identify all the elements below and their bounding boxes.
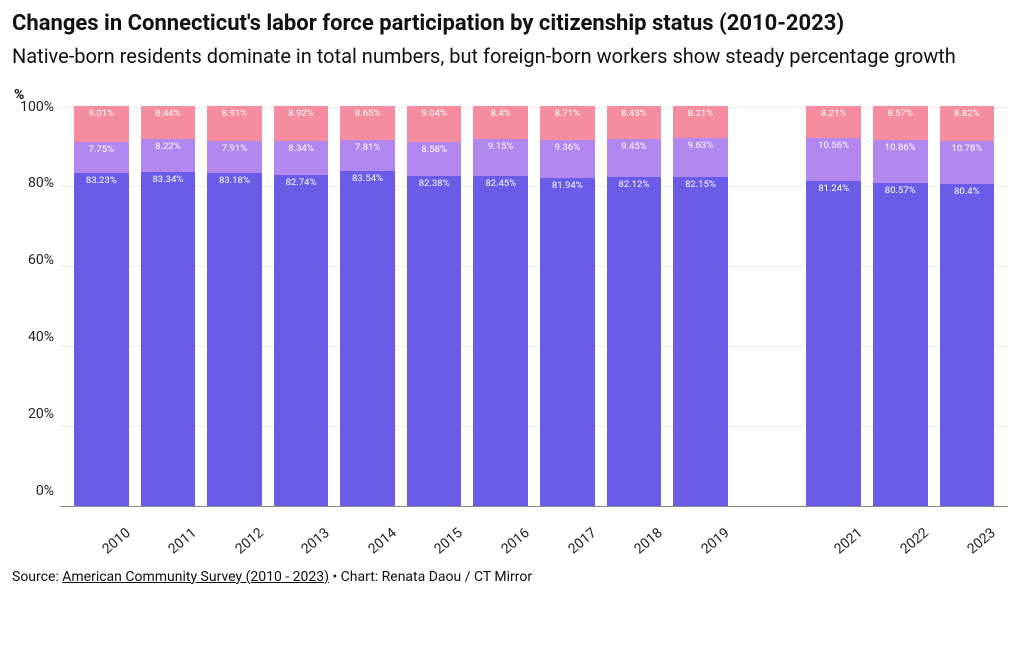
bar-segment-noncitizen: 8.57% <box>873 106 928 140</box>
plot-area: 83.23%7.75%9.01%83.34%8.22%8.44%83.18%7.… <box>60 107 1008 507</box>
bar-segment-native: 80.57% <box>873 183 928 505</box>
bar-segment-naturalized: 9.15% <box>473 139 528 176</box>
chart-byline: • Chart: Renata Daou / CT Mirror <box>329 569 532 585</box>
x-tick: 2010 <box>68 517 135 557</box>
bar-slot: 81.24%10.56%8.21% <box>800 107 867 506</box>
bar-segment-naturalized: 10.78% <box>940 141 995 184</box>
x-tick: 2019 <box>667 517 734 557</box>
bar-segment-noncitizen: 8.82% <box>940 106 995 141</box>
bar-segment-noncitizen: 8.21% <box>673 106 728 139</box>
y-axis-unit: % <box>14 87 1008 103</box>
x-tick: 2021 <box>800 517 867 557</box>
bar-slot: 83.54%7.81%8.65% <box>334 107 401 506</box>
x-tick: 2017 <box>534 517 601 557</box>
bar-slot: 82.38%8.58%9.04% <box>401 107 468 506</box>
bar-segment-naturalized: 8.58% <box>407 142 462 176</box>
source-label: Source: <box>12 569 62 585</box>
stacked-bar: 83.23%7.75%9.01% <box>74 106 129 506</box>
bar-segment-naturalized: 9.36% <box>540 140 595 177</box>
chart-title: Changes in Connecticut's labor force par… <box>12 10 1008 39</box>
bar-segment-noncitizen: 8.91% <box>207 106 262 142</box>
stacked-bar: 83.18%7.91%8.91% <box>207 106 262 506</box>
bar-segment-naturalized: 7.75% <box>74 142 129 173</box>
stacked-bar: 80.4%10.78%8.82% <box>940 106 995 506</box>
bar-segment-native: 80.4% <box>940 184 995 506</box>
bar-segment-noncitizen: 8.92% <box>274 106 329 142</box>
bar-segment-naturalized: 8.34% <box>274 141 329 174</box>
y-axis: 100%80%60%40%20%0% <box>12 107 60 507</box>
chart-area: 100%80%60%40%20%0% 83.23%7.75%9.01%83.34… <box>12 107 1008 517</box>
chart-credit: Source: American Community Survey (2010 … <box>12 569 1008 585</box>
bar-slot: 82.45%9.15%8.4% <box>467 107 534 506</box>
bar-slot: 82.74%8.34%8.92% <box>268 107 335 506</box>
y-tick: 100% <box>20 99 54 115</box>
y-tick: 40% <box>28 329 54 345</box>
stacked-bar: 83.34%8.22%8.44% <box>141 106 196 506</box>
x-tick: 2022 <box>867 517 934 557</box>
source-link[interactable]: American Community Survey (2010 - 2023) <box>62 569 329 585</box>
bars-container: 83.23%7.75%9.01%83.34%8.22%8.44%83.18%7.… <box>60 107 1008 506</box>
bar-segment-native: 81.24% <box>806 181 861 506</box>
bar-segment-noncitizen: 9.04% <box>407 106 462 142</box>
bar-slot: 80.57%10.86%8.57% <box>867 107 934 506</box>
bar-segment-naturalized: 8.22% <box>141 139 196 172</box>
bar-segment-noncitizen: 8.4% <box>473 106 528 140</box>
x-tick: 2023 <box>934 517 1001 557</box>
x-tick: 2015 <box>401 517 468 557</box>
stacked-bar: 82.38%8.58%9.04% <box>407 106 462 506</box>
bar-segment-native: 83.23% <box>74 173 129 506</box>
bar-slot: 82.15%9.63%8.21% <box>667 107 734 506</box>
x-tick: 2013 <box>268 517 335 557</box>
y-tick: 0% <box>36 483 54 499</box>
bar-slot: 81.94%9.36%8.71% <box>534 107 601 506</box>
bar-segment-native: 81.94% <box>540 178 595 506</box>
bar-segment-native: 83.54% <box>340 171 395 505</box>
bar-slot: 83.23%7.75%9.01% <box>68 107 135 506</box>
bar-slot: 80.4%10.78%8.82% <box>934 107 1001 506</box>
bar-segment-noncitizen: 8.71% <box>540 106 595 141</box>
stacked-bar: 82.45%9.15%8.4% <box>473 106 528 506</box>
stacked-bar: 82.12%9.45%8.43% <box>607 106 662 506</box>
x-tick <box>734 517 801 557</box>
bar-segment-native: 83.18% <box>207 173 262 506</box>
stacked-bar: 80.57%10.86%8.57% <box>873 106 928 506</box>
bar-segment-naturalized: 9.63% <box>673 138 728 177</box>
bar-segment-noncitizen: 8.21% <box>806 106 861 139</box>
y-tick: 80% <box>28 175 54 191</box>
x-axis: 2010201120122013201420152016201720182019… <box>60 517 1008 557</box>
x-tick: 2012 <box>201 517 268 557</box>
bar-slot: 82.12%9.45%8.43% <box>601 107 668 506</box>
stacked-bar: 82.74%8.34%8.92% <box>274 106 329 506</box>
chart-subtitle: Native-born residents dominate in total … <box>12 43 1008 69</box>
bar-slot <box>734 107 801 506</box>
y-tick: 20% <box>28 406 54 422</box>
stacked-bar: 82.15%9.63%8.21% <box>673 106 728 506</box>
bar-segment-naturalized: 10.86% <box>873 140 928 183</box>
bar-segment-native: 83.34% <box>141 172 196 505</box>
bar-segment-naturalized: 7.91% <box>207 141 262 173</box>
stacked-bar: 81.24%10.56%8.21% <box>806 106 861 506</box>
stacked-bar: 83.54%7.81%8.65% <box>340 106 395 506</box>
bar-segment-naturalized: 9.45% <box>607 139 662 177</box>
bar-segment-native: 82.15% <box>673 177 728 506</box>
bar-segment-naturalized: 7.81% <box>340 140 395 171</box>
bar-segment-naturalized: 10.56% <box>806 138 861 180</box>
bar-segment-noncitizen: 8.43% <box>607 106 662 140</box>
bar-segment-native: 82.45% <box>473 176 528 506</box>
x-tick: 2011 <box>135 517 202 557</box>
x-tick: 2014 <box>334 517 401 557</box>
bar-slot: 83.18%7.91%8.91% <box>201 107 268 506</box>
y-tick: 60% <box>28 252 54 268</box>
bar-segment-native: 82.12% <box>607 177 662 505</box>
x-tick: 2018 <box>601 517 668 557</box>
bar-segment-noncitizen: 8.44% <box>141 106 196 140</box>
bar-segment-native: 82.74% <box>274 175 329 506</box>
bar-segment-noncitizen: 8.65% <box>340 106 395 141</box>
bar-slot: 83.34%8.22%8.44% <box>135 107 202 506</box>
stacked-bar: 81.94%9.36%8.71% <box>540 106 595 506</box>
x-tick: 2016 <box>467 517 534 557</box>
bar-segment-noncitizen: 9.01% <box>74 106 129 142</box>
bar-segment-native: 82.38% <box>407 176 462 506</box>
